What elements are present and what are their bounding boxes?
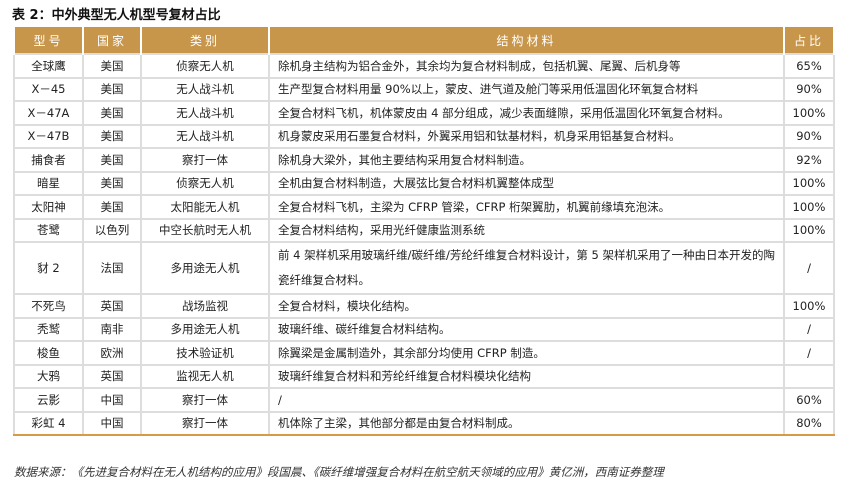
cell-model: 苍鹭 [13, 217, 84, 243]
cell-category: 中空长航时无人机 [140, 217, 270, 243]
cell-country: 南非 [82, 316, 142, 342]
cell-structure-material: 玻璃纤维复合材料和芳纶纤维复合材料模块化结构 [268, 363, 785, 389]
cell-ratio: 80% [783, 410, 835, 436]
cell-category: 无人战斗机 [140, 123, 270, 149]
table-row: 全球鹰 美国 侦察无人机 除机身主结构为铝合金外，其余均为复合材料制成，包括机翼、尾翼… [13, 53, 835, 79]
cell-structure-material: / [268, 387, 785, 413]
table-row: 梭鱼 欧洲 技术验证机 除翼梁是金属制造外，其余部分均使用 CFRP 制造。 / [13, 340, 835, 366]
header-model: 型号 [13, 27, 84, 54]
header-row: 型号 国家 类别 结构材料 占比 [13, 27, 835, 54]
cell-model: 捕食者 [13, 147, 84, 173]
table-row: 捕食者 美国 察打一体 除机身大梁外，其他主要结构采用复合材料制造。 92% [13, 147, 835, 173]
cell-country: 中国 [82, 387, 142, 413]
cell-model: 全球鹰 [13, 53, 84, 79]
cell-category: 技术验证机 [140, 340, 270, 366]
table-row: X－47B 美国 无人战斗机 机身蒙皮采用石墨复合材料，外翼采用铝和钛基材料，机身采用… [13, 123, 835, 149]
cell-category: 多用途无人机 [140, 316, 270, 342]
cell-structure-material: 全复合材料结构，采用光纤健康监测系统 [268, 217, 785, 243]
cell-structure-material: 除机身主结构为铝合金外，其余均为复合材料制成，包括机翼、尾翼、后机身等 [268, 53, 785, 79]
cell-ratio: / [783, 241, 835, 295]
cell-model: 大鸦 [13, 363, 84, 389]
cell-country: 以色列 [82, 217, 142, 243]
cell-model: 豺 2 [13, 241, 84, 295]
cell-category: 察打一体 [140, 147, 270, 173]
cell-category: 察打一体 [140, 410, 270, 436]
table-row: 苍鹭 以色列 中空长航时无人机 全复合材料结构，采用光纤健康监测系统 100% [13, 217, 835, 243]
cell-country: 欧洲 [82, 340, 142, 366]
uav-composite-table: 型号 国家 类别 结构材料 占比 全球鹰 美国 侦察无人机 除机身主结构为铝合金外，其余均为复… [13, 27, 835, 436]
cell-country: 美国 [82, 100, 142, 126]
cell-ratio: 100% [783, 194, 835, 220]
cell-country: 美国 [82, 76, 142, 102]
header-ratio: 占比 [783, 27, 835, 54]
table-row: X－45 美国 无人战斗机 生产型复合材料用量 90%以上，蒙皮、进气道及舱门等采用低… [13, 76, 835, 102]
cell-category: 察打一体 [140, 387, 270, 413]
cell-ratio: / [783, 340, 835, 366]
cell-country: 英国 [82, 293, 142, 319]
cell-ratio: 90% [783, 76, 835, 102]
cell-structure-material: 玻璃纤维、碳纤维复合材料结构。 [268, 316, 785, 342]
cell-category: 太阳能无人机 [140, 194, 270, 220]
cell-country: 美国 [82, 147, 142, 173]
cell-category: 多用途无人机 [140, 241, 270, 295]
header-country: 国家 [82, 27, 142, 54]
cell-ratio: 90% [783, 123, 835, 149]
table-row: X－47A 美国 无人战斗机 全复合材料飞机，机体蒙皮由 4 部分组成，减少表面缝隙，… [13, 100, 835, 126]
cell-category: 战场监视 [140, 293, 270, 319]
cell-country: 美国 [82, 123, 142, 149]
cell-model: 暗星 [13, 170, 84, 196]
cell-model: 彩虹 4 [13, 410, 84, 436]
cell-country: 英国 [82, 363, 142, 389]
cell-structure-material: 除翼梁是金属制造外，其余部分均使用 CFRP 制造。 [268, 340, 785, 366]
cell-category: 侦察无人机 [140, 53, 270, 79]
cell-ratio [783, 363, 835, 389]
cell-structure-material: 前 4 架样机采用玻璃纤维/碳纤维/芳纶纤维复合材料设计，第 5 架样机采用了一… [268, 241, 785, 295]
cell-model: 梭鱼 [13, 340, 84, 366]
cell-ratio: 100% [783, 293, 835, 319]
header-category: 类别 [140, 27, 270, 54]
cell-ratio: 100% [783, 170, 835, 196]
cell-category: 监视无人机 [140, 363, 270, 389]
cell-structure-material: 生产型复合材料用量 90%以上，蒙皮、进气道及舱门等采用低温固化环氧复合材料 [268, 76, 785, 102]
cell-country: 法国 [82, 241, 142, 295]
cell-structure-material: 除机身大梁外，其他主要结构采用复合材料制造。 [268, 147, 785, 173]
cell-ratio: 92% [783, 147, 835, 173]
cell-ratio: 60% [783, 387, 835, 413]
cell-structure-material: 全复合材料飞机，主梁为 CFRP 管梁，CFRP 桁架翼肋，机翼前缘填充泡沫。 [268, 194, 785, 220]
cell-category: 无人战斗机 [140, 100, 270, 126]
cell-structure-material: 全机由复合材料制造，大展弦比复合材料机翼整体成型 [268, 170, 785, 196]
cell-structure-material: 机身蒙皮采用石墨复合材料，外翼采用铝和钛基材料，机身采用铝基复合材料。 [268, 123, 785, 149]
cell-ratio: / [783, 316, 835, 342]
cell-category: 无人战斗机 [140, 76, 270, 102]
cell-model: 秃鹫 [13, 316, 84, 342]
table-row: 暗星 美国 侦察无人机 全机由复合材料制造，大展弦比复合材料机翼整体成型 100% [13, 170, 835, 196]
table-title: 表 2：中外典型无人机型号复材占比 [12, 8, 221, 23]
table-row: 彩虹 4 中国 察打一体 机体除了主梁，其他部分都是由复合材料制成。 80% [13, 410, 835, 436]
cell-country: 美国 [82, 170, 142, 196]
table-row: 豺 2 法国 多用途无人机前 4 架样机采用玻璃纤维/碳纤维/芳纶纤维复合材料设计，… [13, 241, 835, 295]
cell-ratio: 100% [783, 100, 835, 126]
cell-model: 不死鸟 [13, 293, 84, 319]
table-row: 大鸦 英国 监视无人机 玻璃纤维复合材料和芳纶纤维复合材料模块化结构 [13, 363, 835, 389]
cell-model: 太阳神 [13, 194, 84, 220]
source-note: 数据来源：《先进复合材料在无人机结构的应用》段国晨、《碳纤维增强复合材料在航空航… [14, 465, 664, 479]
cell-category: 侦察无人机 [140, 170, 270, 196]
cell-country: 美国 [82, 194, 142, 220]
cell-ratio: 100% [783, 217, 835, 243]
cell-structure-material: 全复合材料飞机，机体蒙皮由 4 部分组成，减少表面缝隙，采用低温固化环氧复合材料… [268, 100, 785, 126]
cell-structure-material: 全复合材料，模块化结构。 [268, 293, 785, 319]
header-structure-material: 结构材料 [268, 27, 785, 54]
cell-model: X－45 [13, 76, 84, 102]
cell-country: 美国 [82, 53, 142, 79]
table-row: 云影 中国 察打一体/60% [13, 387, 835, 413]
cell-model: 云影 [13, 387, 84, 413]
cell-structure-material: 机体除了主梁，其他部分都是由复合材料制成。 [268, 410, 785, 436]
cell-country: 中国 [82, 410, 142, 436]
cell-ratio: 65% [783, 53, 835, 79]
cell-model: X－47B [13, 123, 84, 149]
table-row: 不死鸟 英国 战场监视 全复合材料，模块化结构。 100% [13, 293, 835, 319]
table-row: 太阳神 美国 太阳能无人机 全复合材料飞机，主梁为 CFRP 管梁，CFRP 桁架翼肋… [13, 194, 835, 220]
table-row: 秃鹫 南非 多用途无人机 玻璃纤维、碳纤维复合材料结构。 / [13, 316, 835, 342]
cell-model: X－47A [13, 100, 84, 126]
